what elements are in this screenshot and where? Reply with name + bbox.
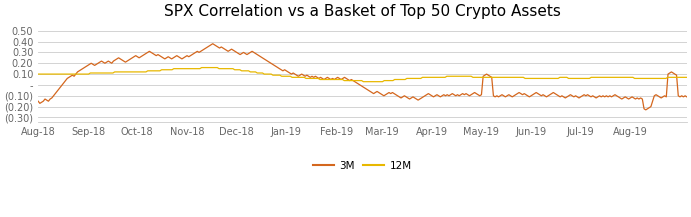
Title: SPX Correlation vs a Basket of Top 50 Crypto Assets: SPX Correlation vs a Basket of Top 50 Cr… [164, 4, 561, 19]
Legend: 3M, 12M: 3M, 12M [310, 157, 416, 175]
